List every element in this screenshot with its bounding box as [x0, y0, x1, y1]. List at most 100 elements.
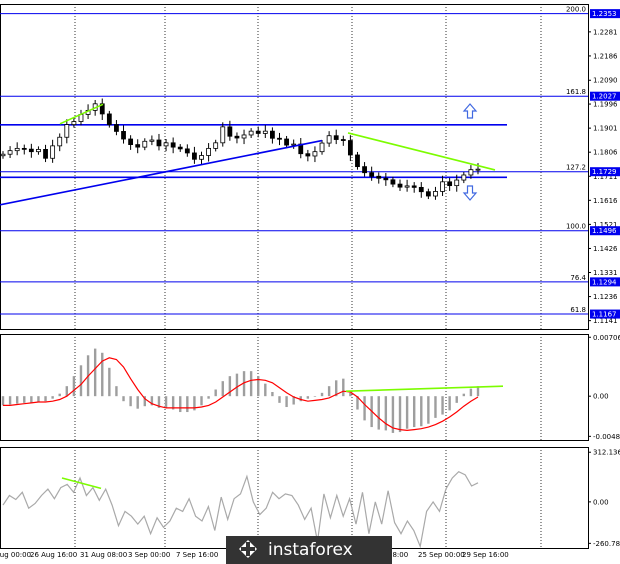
candle-body: [50, 145, 56, 159]
macd-histogram-bar: [434, 396, 437, 418]
macd-frame: [0, 334, 589, 441]
macd-histogram-bar: [8, 396, 12, 405]
time-axis-label: 25 Sep 00:00: [418, 551, 465, 559]
time-axis-label: 7 Sep 16:00: [176, 551, 218, 559]
price-tick-label: 1.1996: [593, 101, 618, 109]
price-tick-label: 1.1711: [593, 173, 618, 181]
macd-histogram-bar: [377, 396, 380, 430]
macd-histogram-bar: [257, 376, 260, 397]
candle-body: [418, 186, 424, 193]
macd-histogram-bar: [221, 381, 224, 397]
candle-body: [277, 137, 282, 140]
price-tag-label: 1.1496: [592, 227, 617, 235]
macd-signal-line: [3, 357, 479, 432]
macd-histogram-bar: [320, 392, 324, 397]
candle-body: [28, 148, 34, 153]
candle-body: [128, 138, 134, 145]
macd-histogram-bar: [101, 352, 104, 397]
macd-histogram-bar: [441, 396, 444, 415]
macd-histogram-bar: [356, 396, 359, 410]
candle-body: [142, 140, 148, 148]
macd-histogram-bar: [164, 396, 168, 408]
macd-panel: [0, 334, 589, 441]
divergence-line-macd: [345, 385, 504, 392]
time-axis-label: 31 Aug 08:00: [80, 551, 127, 559]
candle-body: [262, 130, 268, 134]
down-arrow-icon: [462, 185, 478, 201]
time-axis-label: 3 Sep 00:00: [128, 551, 170, 559]
candle-body: [192, 152, 197, 160]
candle-body: [433, 191, 438, 197]
macd-tick-label: -0.00481: [593, 433, 620, 441]
macd-histogram-bar: [15, 396, 19, 404]
fib-level-label: 200.0: [566, 6, 586, 14]
candle-body: [220, 126, 226, 144]
macd-histogram-bar: [129, 396, 132, 407]
time-axis-label: Aug 00:00: [0, 551, 31, 559]
price-tag-label: 1.2027: [592, 93, 617, 101]
macd-histogram-bar: [143, 396, 146, 407]
candle-body: [248, 130, 254, 136]
price-tick-label: 1.1331: [593, 269, 618, 277]
macd-histogram-bar: [427, 396, 430, 424]
watermark-logo: instaforex: [226, 536, 392, 564]
macd-histogram-bar: [235, 373, 239, 397]
time-axis-label: 08:00: [388, 551, 408, 559]
candle-body: [383, 177, 389, 181]
candle-body: [312, 151, 318, 157]
candle-body: [121, 131, 126, 140]
up-arrow-icon: [462, 103, 478, 119]
macd-histogram-bar: [469, 388, 473, 397]
macd-histogram-bar: [271, 392, 274, 397]
macd-histogram-bar: [37, 396, 40, 403]
price-tag-label: 1.2353: [592, 10, 617, 18]
price-tag-label: 1.1729: [592, 168, 617, 176]
price-tick-label: 1.1521: [593, 221, 618, 229]
candle-body: [369, 172, 375, 177]
macd-histogram-bar: [242, 371, 246, 397]
price-tick-label: 1.2281: [593, 28, 618, 36]
fib-level-label: 61.8: [570, 306, 586, 314]
oscillator-tick-label: 312.1363: [593, 449, 620, 457]
macd-histogram-bar: [58, 393, 61, 397]
price-tick-label: 1.2090: [593, 77, 618, 85]
price-tag: [590, 91, 620, 101]
macd-histogram-bar: [292, 396, 295, 405]
macd-histogram-bar: [186, 396, 189, 413]
divergence-line-price-1: [59, 103, 104, 125]
candle-body: [440, 181, 445, 192]
macd-histogram-bar: [299, 396, 302, 402]
macd-histogram-bar: [108, 367, 111, 397]
candle-body: [21, 147, 27, 150]
candle-body: [234, 135, 240, 139]
price-panel: 200.0 161.8 127.2 100.0 76.4 61.8: [0, 4, 589, 330]
candle-body: [206, 147, 211, 156]
macd-histogram-bar: [278, 396, 281, 403]
macd-histogram-bar: [448, 396, 451, 411]
candle-body: [255, 130, 261, 134]
price-tick-label: 1.1616: [593, 197, 618, 205]
macd-histogram-bar: [207, 396, 210, 399]
macd-histogram-bar: [384, 396, 388, 431]
macd-histogram-bar: [51, 396, 54, 399]
price-tick-label: 1.1806: [593, 149, 618, 157]
candle-body: [36, 149, 41, 153]
fib-level-label: 161.8: [566, 88, 586, 96]
macd-tick-label: 0.00: [593, 393, 609, 401]
macd-histogram-bar: [30, 396, 33, 403]
candle-body: [170, 142, 176, 148]
macd-histogram-bar: [462, 393, 466, 397]
candle-body: [14, 147, 20, 152]
candle-body: [71, 121, 77, 125]
divergence-line-price-2: [347, 132, 496, 171]
candle-body: [447, 181, 453, 187]
candle-body: [411, 185, 417, 188]
candle-body: [227, 126, 233, 137]
price-tick-label: 1.1141: [593, 317, 618, 325]
fib-level-label: 100.0: [566, 223, 586, 231]
candle-body: [64, 124, 70, 138]
logo-icon: [239, 540, 257, 558]
candle-body: [397, 183, 403, 188]
candle-body: [404, 185, 410, 188]
candle-body: [390, 179, 396, 185]
